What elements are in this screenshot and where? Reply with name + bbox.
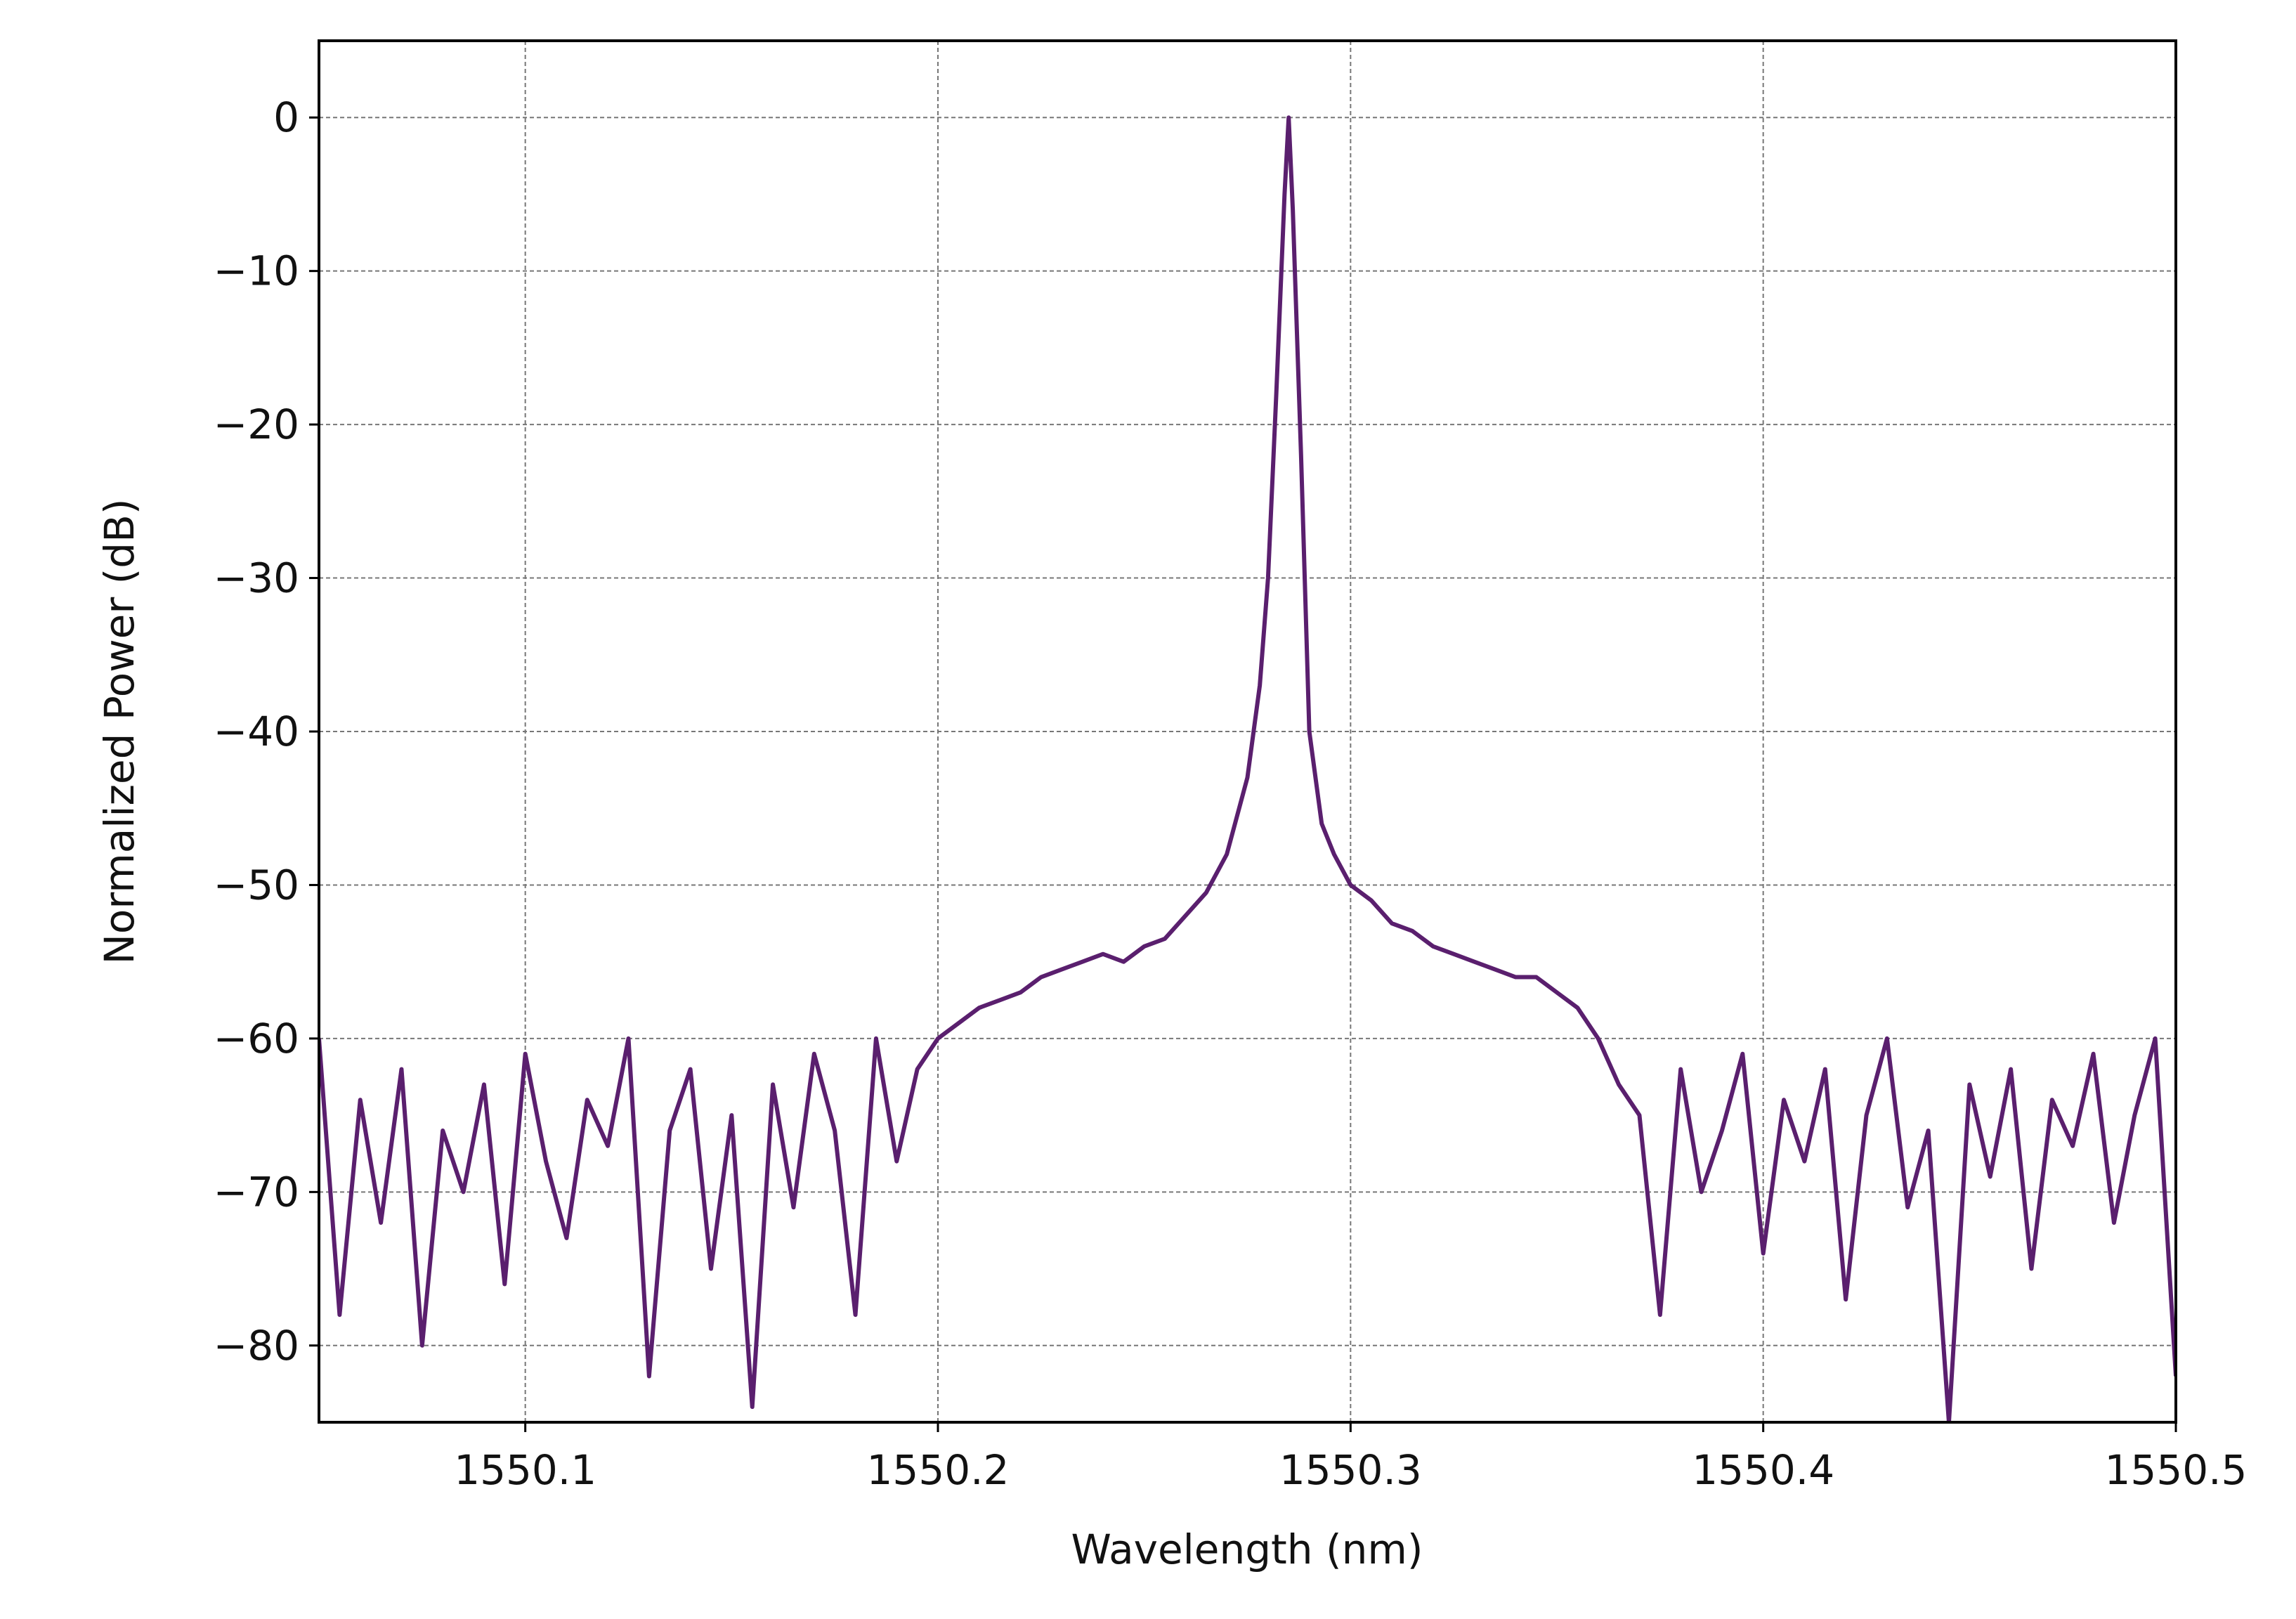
y-tick-label: −20 [214, 401, 299, 448]
y-tick-label: −80 [214, 1322, 299, 1370]
y-tick-label: −50 [214, 861, 299, 909]
x-tick-label: 1550.5 [2105, 1446, 2248, 1494]
grid [319, 41, 2177, 1422]
plot-area [319, 115, 2176, 1422]
y-tick-label: −40 [214, 708, 299, 755]
x-tick-label: 1550.3 [1279, 1446, 1422, 1494]
y-tick-label: −60 [214, 1015, 299, 1062]
x-tick-label: 1550.1 [454, 1446, 596, 1494]
x-tick-label: 1550.2 [867, 1446, 1010, 1494]
y-tick-label: −70 [214, 1168, 299, 1216]
axes: 0 −10 −20 −30 −40 −50 −60 −70 −80 1550.1 1550.2 155… [214, 93, 2248, 1494]
x-axis-label: Wavelength (nm) [1071, 1526, 1423, 1573]
y-tick-label: 0 [273, 93, 299, 141]
y-tick-label: −10 [214, 247, 299, 295]
y-tick-label: −30 [214, 554, 299, 602]
y-axis-label: Normalized Power (dB) [96, 498, 143, 964]
data-line [319, 115, 2176, 1422]
x-tick-label: 1550.4 [1692, 1446, 1834, 1494]
